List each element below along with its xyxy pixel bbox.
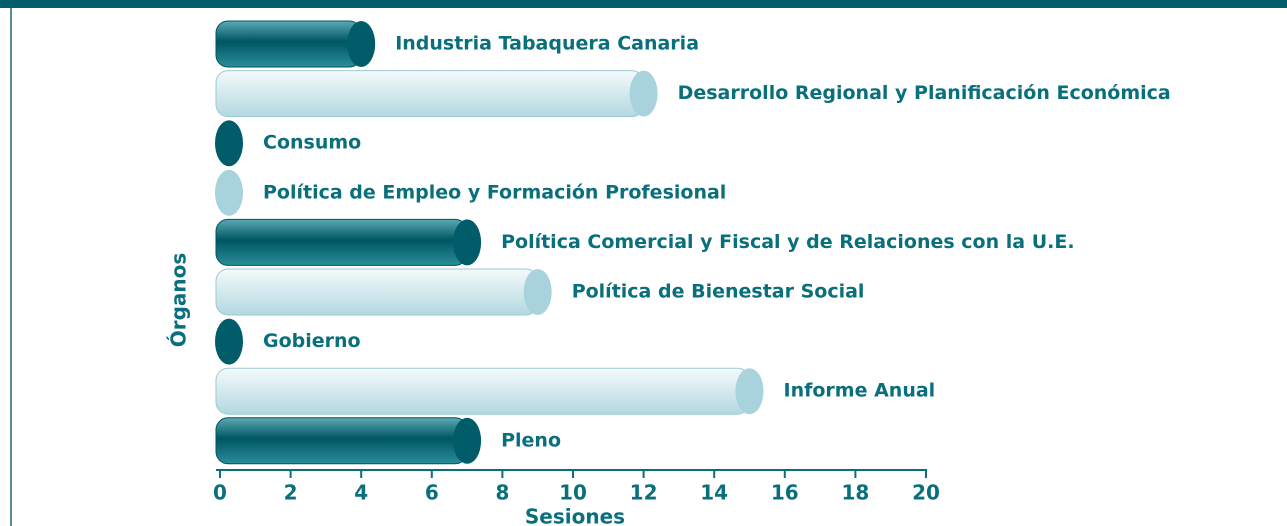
top-band <box>0 0 1287 8</box>
x-tick-label: 16 <box>771 481 799 505</box>
bar <box>215 318 243 365</box>
bar-cap <box>215 169 243 216</box>
bar-cap <box>735 368 764 415</box>
bar-label: Desarrollo Regional y Planificación Econ… <box>678 82 1171 104</box>
bar-label: Informe Anual <box>784 380 936 402</box>
x-tick-label: 2 <box>284 481 298 505</box>
x-tick-label: 4 <box>354 481 368 505</box>
bar <box>215 20 376 68</box>
bar-cap <box>629 70 658 117</box>
bar-label: Política de Bienestar Social <box>572 281 865 303</box>
bar-cap <box>347 21 376 67</box>
x-tick-label: 10 <box>559 481 587 505</box>
bar <box>215 70 658 118</box>
bar-body <box>215 367 750 415</box>
bar <box>215 417 482 465</box>
bar <box>215 268 552 316</box>
x-axis-title: Sesiones <box>525 505 625 526</box>
bar <box>215 218 482 266</box>
bar-label: Industria Tabaquera Canaria <box>395 33 699 55</box>
bar-label: Política de Empleo y Formación Profesion… <box>263 181 726 203</box>
bar-cap <box>523 269 552 315</box>
bar <box>215 169 243 216</box>
bar-cap <box>215 120 243 167</box>
x-tick-label: 20 <box>912 481 940 505</box>
bar-label: Consumo <box>263 132 361 154</box>
bar-body <box>215 70 645 118</box>
x-tick-label: 0 <box>213 481 227 505</box>
x-tick-label: 18 <box>841 481 869 505</box>
bar-label: Pleno <box>501 429 561 451</box>
bar-body <box>215 417 468 465</box>
x-tick-label: 8 <box>495 481 509 505</box>
bar-body <box>215 20 362 68</box>
y-axis-title: Órganos <box>167 253 191 348</box>
bar-cap <box>453 219 482 266</box>
x-tick-label: 6 <box>425 481 439 505</box>
x-tick-label: 14 <box>700 481 728 505</box>
bar <box>215 367 764 415</box>
bar-cap <box>453 417 482 464</box>
bar-body <box>215 218 468 266</box>
bar-cap <box>215 318 243 365</box>
bar-body <box>215 268 539 316</box>
bar-label: Gobierno <box>263 330 361 352</box>
bar <box>215 120 243 167</box>
x-tick-label: 12 <box>630 481 658 505</box>
bar-label: Política Comercial y Fiscal y de Relacio… <box>501 231 1074 253</box>
